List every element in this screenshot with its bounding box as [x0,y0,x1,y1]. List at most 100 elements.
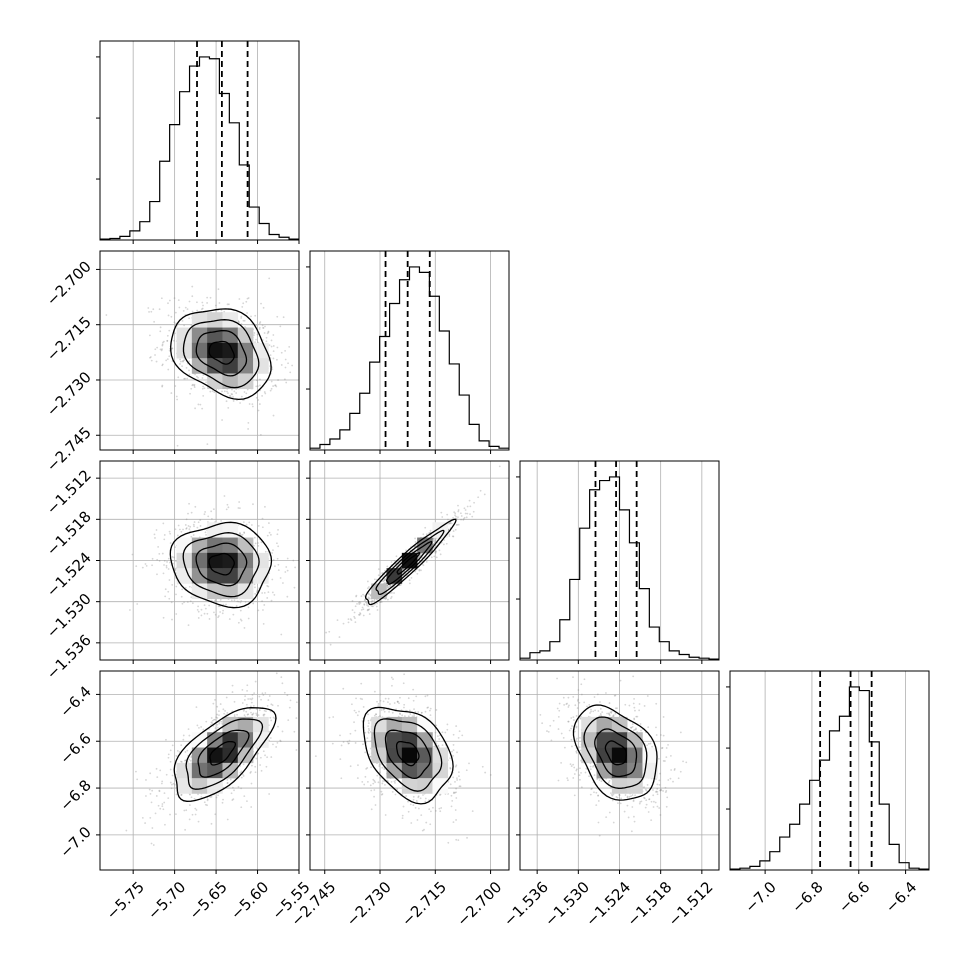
sample-point [454,780,456,783]
sample-point [424,797,427,800]
sample-point [159,769,162,772]
sample-point [233,700,236,703]
sample-point [455,764,458,767]
sample-point [403,715,406,718]
density-cell [417,732,433,748]
sample-point [216,705,219,708]
sample-point [457,771,460,774]
sample-point [435,742,438,745]
sample-point [176,534,179,537]
sample-point [163,564,165,566]
sample-point [272,345,275,347]
sample-point [280,676,283,679]
sample-point [253,536,256,539]
sample-point [210,510,213,513]
sample-point [457,510,460,513]
sample-point [398,712,401,715]
sample-point [350,619,353,622]
sample-point [258,326,261,329]
sample-point [248,403,251,405]
sample-point [206,302,209,304]
sample-point [268,695,271,697]
sample-point [219,703,222,705]
sample-point [231,691,234,693]
sample-point [410,576,413,579]
sample-point [268,731,271,733]
sample-point [461,734,464,737]
sample-point [281,730,284,733]
sample-point [179,358,181,361]
sample-point [363,783,366,786]
sample-point [407,697,410,700]
sample-point [455,725,458,727]
sample-point [216,713,219,716]
sample-point [260,769,263,772]
sample-point [226,303,229,306]
sample-point [433,541,436,544]
density-cell [191,778,208,794]
sample-point [460,518,462,521]
sample-point [350,703,353,706]
sample-point [408,582,411,585]
sample-point [393,702,396,704]
sample-point [162,340,165,343]
sample-point [466,505,469,508]
sample-point [253,692,256,694]
sample-point [268,522,270,524]
sample-point [399,583,402,586]
sample-point [628,795,631,798]
sample-point [447,518,449,521]
sample-point [287,719,290,722]
sample-point [171,783,173,786]
sample-point [245,523,248,526]
sample-point [275,746,278,748]
sample-point [169,561,171,564]
sample-point [193,384,196,387]
sample-point [435,724,438,727]
sample-point [595,804,598,807]
sample-point [384,814,387,816]
sample-point [673,769,676,771]
sample-point [145,795,147,797]
sample-point [215,599,217,601]
sample-point [152,308,155,311]
sample-point [254,341,256,344]
sample-point [417,796,420,799]
sample-point [206,443,209,446]
density-cell [191,552,208,569]
sample-point [202,385,205,388]
contour-line [169,521,273,609]
sample-point [373,789,376,791]
sample-point [256,590,259,593]
sample-point [158,552,161,555]
contour-line [375,529,445,596]
sample-point [259,756,262,759]
sample-point [274,565,276,568]
sample-point [203,801,206,804]
sample-point [379,601,382,603]
sample-point [366,608,369,611]
sample-point [158,559,161,562]
sample-point [358,614,361,616]
sample-point [237,600,240,603]
sample-point [230,393,233,395]
contour-line [208,340,235,365]
sample-point [247,698,250,700]
sample-point [180,744,183,747]
sample-point [391,684,393,687]
sample-point [210,517,213,520]
sample-point [438,549,441,552]
sample-point [579,767,581,770]
sample-point [452,792,455,795]
sample-point [167,568,170,570]
sample-point [387,701,389,704]
sample-point [354,729,357,732]
sample-point [217,288,220,291]
sample-point [428,532,430,535]
sample-point [155,767,158,770]
sample-point [384,783,386,786]
sample-point [174,568,177,571]
density-cell [207,568,223,584]
sample-point [615,796,618,798]
sample-point [235,604,238,607]
